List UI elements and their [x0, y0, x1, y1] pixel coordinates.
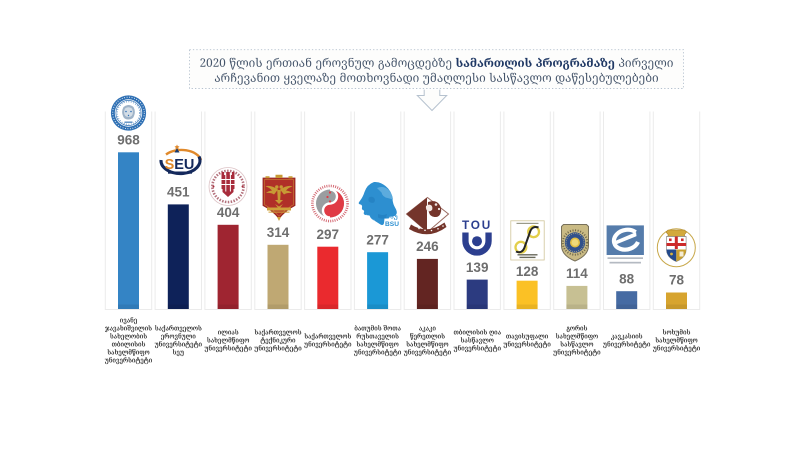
svg-text:139: 139 [466, 260, 489, 275]
svg-text:78: 78 [669, 273, 685, 288]
svg-text:297: 297 [317, 227, 340, 242]
svg-text:404: 404 [217, 205, 240, 220]
svg-text:968: 968 [117, 133, 140, 148]
svg-text:314: 314 [267, 225, 290, 240]
svg-text:88: 88 [619, 271, 635, 286]
svg-text:451: 451 [167, 185, 190, 200]
svg-text:246: 246 [416, 239, 439, 254]
svg-text:SEU: SEU [165, 157, 195, 173]
svg-text:BSU: BSU [385, 221, 399, 228]
svg-text:TOU: TOU [462, 218, 492, 232]
svg-text:114: 114 [566, 266, 588, 281]
svg-text:277: 277 [366, 232, 389, 247]
svg-text:128: 128 [516, 264, 539, 279]
